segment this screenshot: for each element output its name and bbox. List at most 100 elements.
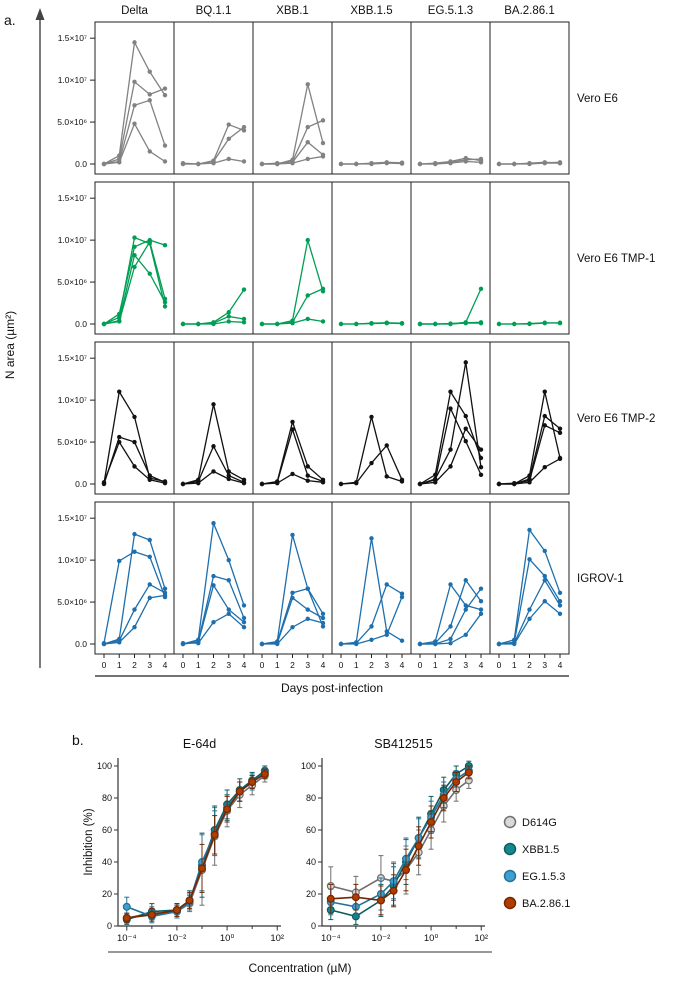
data-point — [463, 360, 468, 365]
data-point — [417, 481, 423, 487]
y-tick-label: 80 — [102, 793, 112, 803]
data-point — [185, 896, 194, 905]
row-label: Vero E6 — [577, 93, 618, 105]
legend-item-eg-1-5-3: EG.1.5.3 — [503, 869, 565, 883]
data-point — [259, 641, 265, 647]
series-d614g — [122, 768, 269, 924]
data-point — [305, 464, 310, 469]
data-point — [320, 611, 326, 617]
x-tick-label: 10² — [474, 933, 488, 944]
data-point — [241, 615, 247, 621]
legend-item-ba-2-86-1: BA.2.86.1 — [503, 896, 570, 910]
data-point — [180, 321, 186, 327]
data-point — [117, 558, 122, 564]
x-tick-label: 4 — [479, 660, 484, 670]
data-point — [147, 595, 152, 601]
x-tick-label: 0 — [339, 660, 344, 670]
x-tick-label: 0 — [260, 660, 265, 670]
x-tick-label: 3 — [542, 660, 547, 670]
data-point — [172, 906, 181, 915]
data-point — [527, 557, 532, 562]
data-point — [402, 866, 411, 875]
data-point — [542, 465, 547, 470]
data-point — [305, 124, 310, 130]
column-header: XBB.1 — [276, 5, 309, 17]
data-point — [180, 481, 186, 487]
data-point — [226, 473, 231, 478]
data-point — [132, 414, 137, 420]
x-tick-label: 2 — [132, 660, 137, 670]
data-point — [320, 615, 326, 621]
data-point — [354, 161, 359, 167]
data-point — [162, 159, 168, 164]
y-tick-label: 20 — [102, 889, 112, 899]
data-point — [448, 321, 453, 327]
data-point — [259, 321, 265, 327]
data-point — [338, 161, 344, 167]
data-point — [132, 244, 137, 250]
data-point — [226, 136, 231, 142]
data-point — [275, 321, 280, 327]
y-tick-label: 1.0×10⁷ — [58, 75, 87, 85]
data-point — [226, 156, 231, 162]
data-point — [305, 316, 310, 322]
data-point — [496, 641, 502, 647]
data-point — [557, 320, 563, 325]
data-point — [512, 481, 517, 487]
x-tick-label: 0 — [497, 660, 502, 670]
y-tick-label: 1.0×10⁷ — [58, 555, 87, 565]
data-point — [463, 578, 468, 583]
x-tick-label: 0 — [102, 660, 107, 670]
data-point — [211, 402, 216, 407]
data-point — [448, 464, 453, 469]
data-point — [478, 320, 484, 326]
cell-ba.2.86.1 — [496, 160, 563, 167]
data-point — [101, 641, 107, 647]
subplot-row-igrov-1: 0.0 5.0×10⁶ 1.0×10⁷ 1.5×10⁷ — [57, 501, 570, 655]
data-point — [196, 161, 201, 167]
data-point — [557, 430, 563, 436]
data-point — [463, 603, 468, 608]
x-tick-label: 2 — [369, 660, 374, 670]
data-point — [417, 641, 423, 647]
dose-response-e-64d: E-64d 0 20 40 60 80 100 10⁻⁴ 10⁻² 10⁰ 10² — [97, 737, 284, 944]
data-point — [241, 124, 247, 130]
data-point — [226, 607, 231, 612]
data-point — [211, 160, 216, 166]
data-point — [241, 159, 247, 164]
y-tick-label: 0.0 — [75, 319, 87, 329]
data-point — [241, 316, 247, 322]
data-point — [354, 480, 359, 486]
row-label: Vero E6 TMP-2 — [577, 413, 655, 425]
column-header: XBB.1.5 — [350, 5, 392, 17]
data-point — [464, 768, 473, 777]
data-point — [275, 480, 280, 486]
x-tick-label: 0 — [181, 660, 186, 670]
data-point — [463, 426, 468, 431]
y-tick-label: 1.5×10⁷ — [58, 513, 87, 523]
x-tick-label: 4 — [558, 660, 563, 670]
data-point — [305, 473, 310, 478]
data-point — [132, 103, 137, 108]
data-point — [147, 473, 152, 478]
data-point — [290, 625, 295, 630]
data-point — [448, 406, 453, 411]
data-point — [162, 299, 168, 305]
y-tick-label: 20 — [306, 889, 316, 899]
data-point — [248, 777, 257, 786]
x-tick-label: 1 — [433, 660, 438, 670]
subplot-row-vero-e6-tmp-2: 0.0 5.0×10⁶ 1.0×10⁷ 1.5×10⁷ — [57, 341, 570, 495]
data-point — [320, 118, 326, 123]
data-point — [496, 161, 502, 167]
data-point — [275, 641, 280, 647]
data-point — [320, 620, 326, 626]
x-tick-label: 3 — [463, 660, 468, 670]
data-point — [162, 593, 168, 598]
x-tick-label: 4 — [321, 660, 326, 670]
data-point — [448, 640, 453, 646]
data-point — [226, 122, 231, 127]
x-tick-label: 10⁻⁴ — [321, 933, 341, 944]
data-point — [389, 886, 398, 895]
data-point — [338, 641, 344, 647]
